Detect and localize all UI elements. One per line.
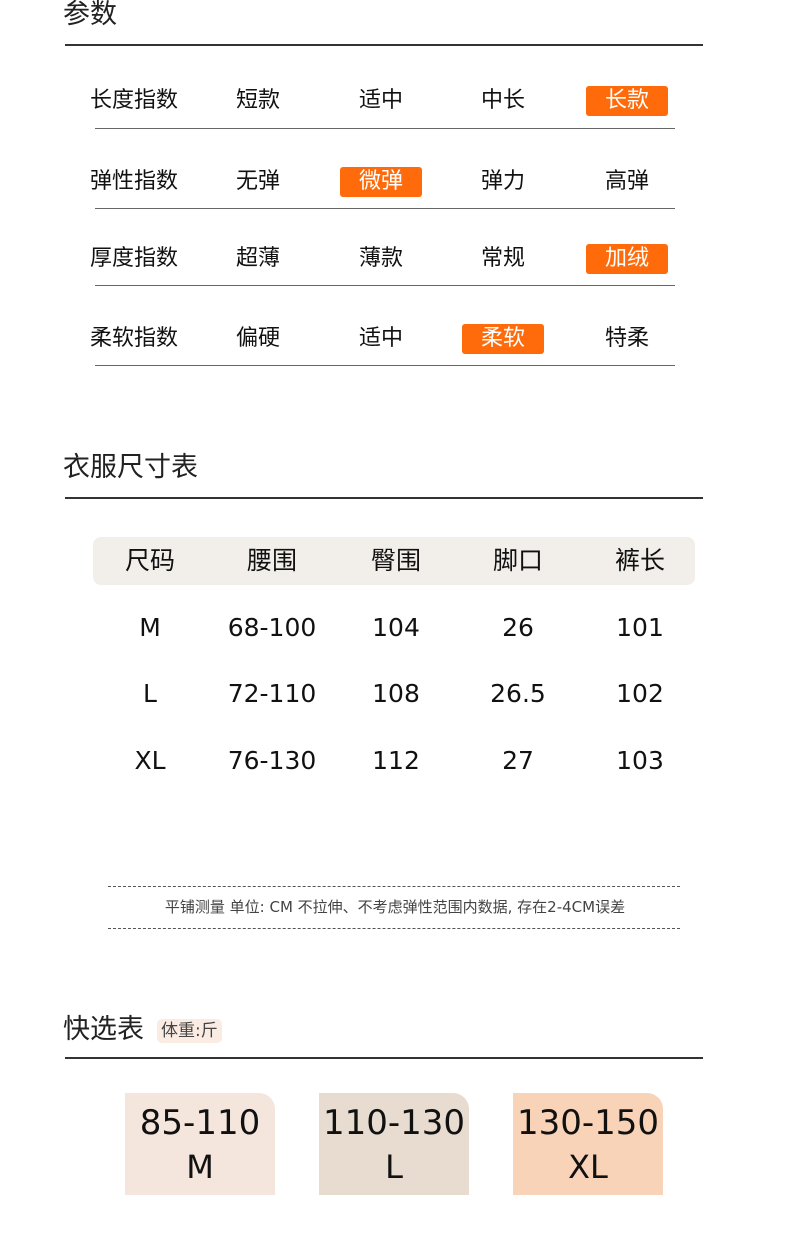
param-label: 厚度指数 [90,246,179,271]
quick-card: 130-150 XL [513,1093,663,1195]
param-option-selected: 长款 [586,86,668,116]
param-option: 中长 [480,88,525,113]
table-cell: 27 [502,746,534,775]
quick-card: 85-110 M [125,1093,275,1195]
card-size: XL [568,1148,608,1186]
table-header-cell: 脚口 [492,546,543,575]
table-cell: XL [134,746,166,775]
param-option: 特柔 [604,326,649,351]
weight-unit-badge: 体重:斤 [157,1019,222,1043]
param-label: 柔软指数 [90,326,179,351]
table-cell: 112 [372,746,420,775]
divider [65,44,703,46]
param-option: 短款 [235,88,280,113]
table-cell: 76-130 [227,746,317,775]
table-header-cell: 臀围 [370,546,421,575]
params-title: 参数 [63,0,117,30]
param-row: 长度指数 短款 适中 中长 长款 [0,81,790,121]
table-cell: M [139,613,161,642]
card-weight: 130-150 [516,1103,660,1143]
param-label: 弹性指数 [90,169,179,194]
param-option: 超薄 [235,246,280,271]
card-weight: 110-130 [322,1103,466,1143]
measurement-note: 平铺测量 单位: CM 不拉伸、不考虑弹性范围内数据, 存在2-4CM误差 [164,898,626,916]
table-cell: 101 [616,613,664,642]
divider [65,497,703,499]
table-cell: 68-100 [227,613,317,642]
size-table-title: 衣服尺寸表 [63,452,198,483]
card-size: M [186,1148,214,1186]
table-cell: 72-110 [227,679,317,708]
card-weight: 85-110 [139,1103,261,1143]
param-row: 厚度指数 超薄 薄款 常规 加绒 [0,239,790,279]
row-divider [95,285,675,286]
param-option: 弹力 [480,169,525,194]
dashed-divider [108,928,680,929]
dashed-divider [108,886,680,887]
param-option-selected: 柔软 [462,324,544,354]
quick-card: 110-130 L [319,1093,469,1195]
table-cell: 104 [372,613,420,642]
param-option: 常规 [480,246,525,271]
table-cell: 26 [502,613,534,642]
divider [65,1057,703,1059]
table-header-cell: 裤长 [614,546,665,575]
param-option-selected: 微弹 [340,167,422,197]
table-header-bg [93,537,695,585]
param-option: 偏硬 [235,326,280,351]
param-option: 薄款 [358,246,403,271]
table-cell: 108 [372,679,420,708]
quick-title: 快选表 [63,1014,144,1045]
param-option: 适中 [358,326,403,351]
param-row: 柔软指数 偏硬 适中 柔软 特柔 [0,319,790,359]
table-cell: L [143,679,157,708]
table-header-cell: 尺码 [124,546,175,575]
table-cell: 102 [616,679,664,708]
param-option: 高弹 [604,169,649,194]
row-divider [95,208,675,209]
card-size: L [385,1148,403,1186]
param-option: 适中 [358,88,403,113]
table-header-cell: 腰围 [246,546,297,575]
param-option: 无弹 [235,169,280,194]
param-option-selected: 加绒 [586,244,668,274]
table-cell: 26.5 [490,679,546,708]
param-label: 长度指数 [90,88,179,113]
table-cell: 103 [616,746,664,775]
param-row: 弹性指数 无弹 微弹 弹力 高弹 [0,162,790,202]
row-divider [95,365,675,366]
row-divider [95,128,675,129]
